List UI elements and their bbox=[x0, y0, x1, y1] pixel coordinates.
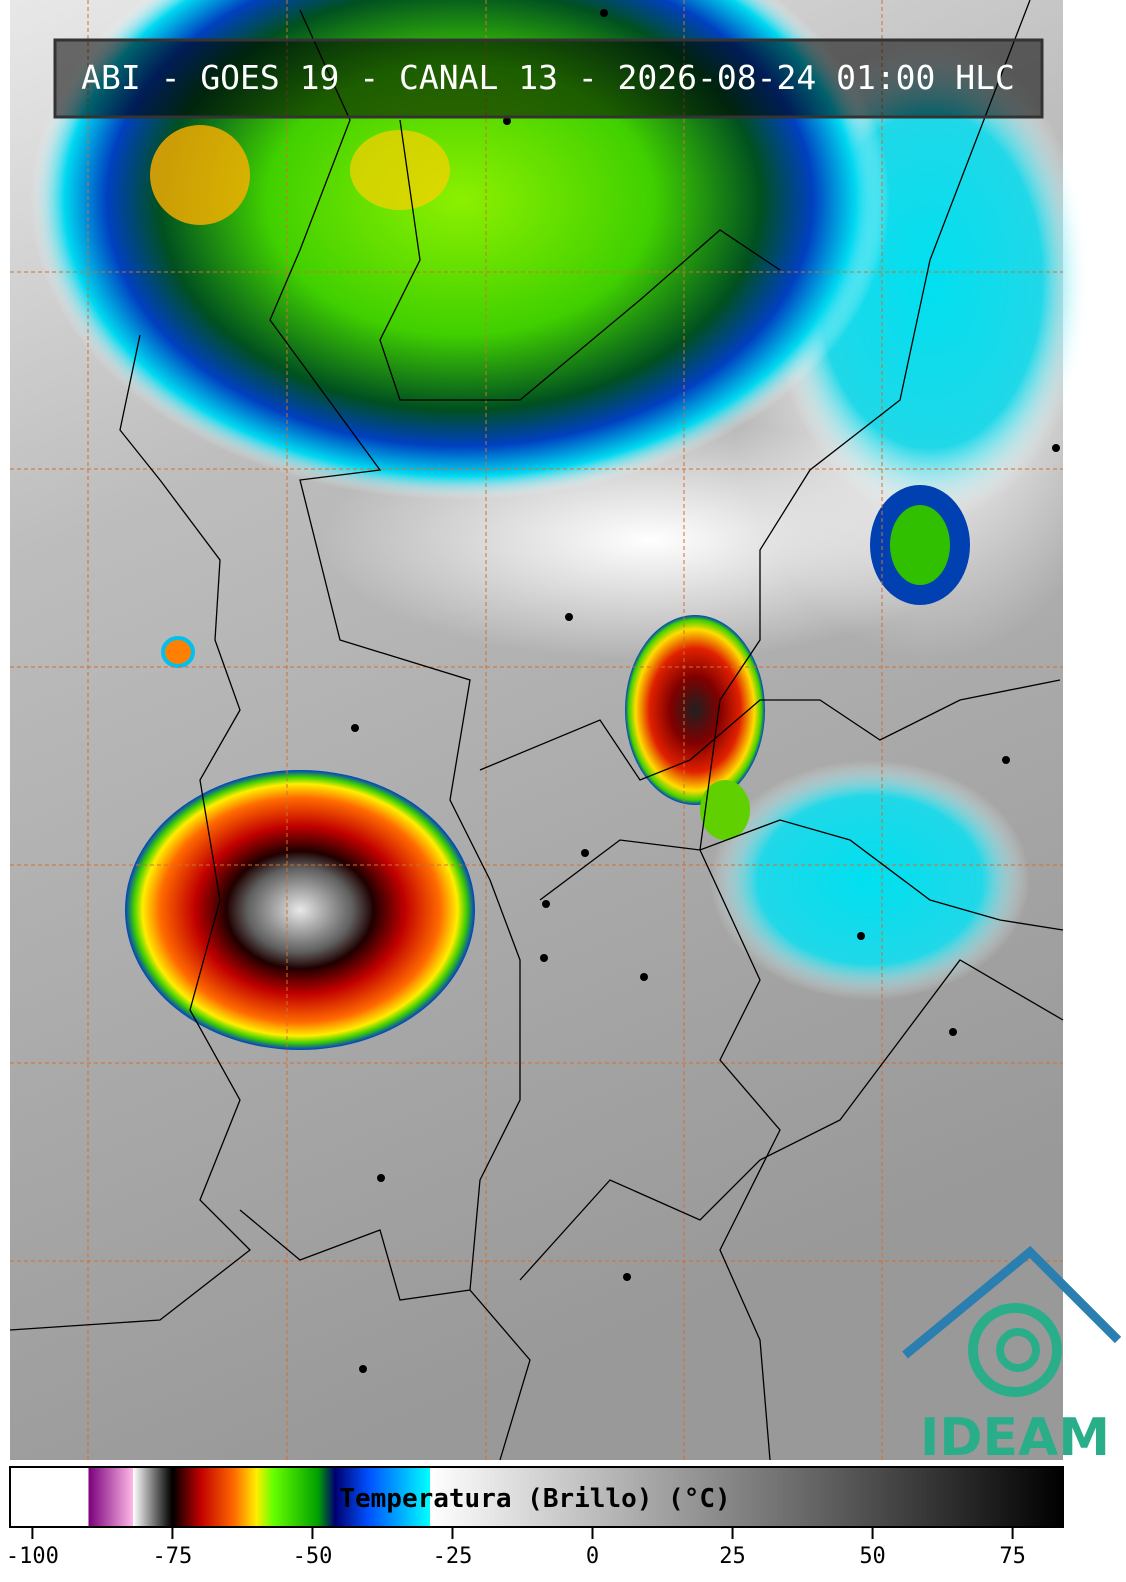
colorbar-bar bbox=[9, 1466, 1064, 1528]
tick-label: -25 bbox=[433, 1544, 473, 1569]
tick-label: -75 bbox=[153, 1544, 193, 1569]
tick-label: 25 bbox=[719, 1544, 746, 1569]
title-box bbox=[53, 38, 1044, 119]
tick-label: -50 bbox=[293, 1544, 333, 1569]
logo-text: IDEAM bbox=[920, 1408, 1110, 1468]
title: ABI - GOES 19 - CANAL 13 - 2026-08-24 01… bbox=[81, 58, 1015, 97]
tick-label: 50 bbox=[859, 1544, 886, 1569]
tick-label: 75 bbox=[999, 1544, 1026, 1569]
map bbox=[9, 0, 1126, 1461]
logo: IDEAM bbox=[902, 1245, 1122, 1468]
colorbar: Temperatura (Brillo) (°C) -100 -75 -50 -25 0… bbox=[6, 1466, 1064, 1569]
tick-label: 0 bbox=[586, 1544, 599, 1569]
tick-label: -100 bbox=[6, 1544, 59, 1569]
colorbar-label: Temperatura (Brillo) (°C) bbox=[339, 1484, 730, 1514]
